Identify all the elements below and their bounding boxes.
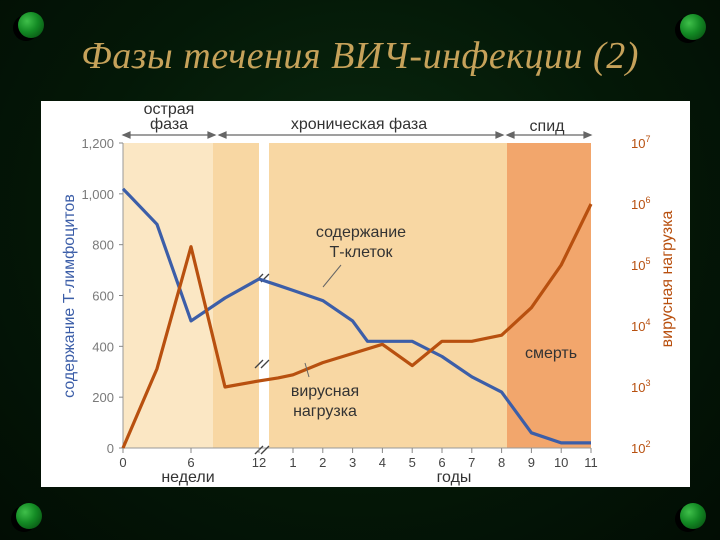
x-tick-label-weeks: 12	[252, 455, 266, 470]
x-tick-label-years: 9	[528, 455, 535, 470]
viral-label-pointer	[304, 362, 310, 378]
band-acute	[123, 143, 213, 448]
series-label-viral-line2: нагрузка	[293, 403, 357, 420]
x-tick-label-years: 4	[379, 455, 386, 470]
y-right-tick-label: 107	[631, 134, 650, 151]
band-acute-late	[213, 143, 259, 448]
y-left-tick-label: 400	[92, 339, 114, 354]
x-tick-label-years: 8	[498, 455, 505, 470]
corner-bullet-bottom-left	[16, 503, 42, 529]
corner-bullet-bottom-right	[680, 503, 706, 529]
series-line-tcell	[121, 187, 591, 445]
annotation-death: смерть	[525, 345, 577, 362]
x-tick-label-years: 1	[289, 455, 296, 470]
x-tick-label-years: 6	[438, 455, 445, 470]
y-right-tick-label: 105	[631, 256, 650, 273]
y-right-label: вирусная нагрузка	[659, 211, 676, 348]
x-tick-label-years: 7	[468, 455, 475, 470]
series-label-tcell-line1: содержание	[316, 224, 406, 241]
x-group-label-weeks: недели	[161, 469, 214, 486]
tcell-label-pointer	[322, 264, 342, 288]
y-left-tick-label: 600	[92, 289, 114, 304]
series-label-tcell-line2: Т-клеток	[329, 244, 393, 261]
phase-label-aids: спид	[530, 118, 566, 135]
x-tick-label-weeks: 6	[187, 455, 194, 470]
chart-svg: острая фаза хроническая фаза спид содерж…	[61, 101, 676, 486]
x-group-label-years: годы	[437, 469, 472, 486]
x-tick-label-years: 2	[319, 455, 326, 470]
phase-label-acute-line1: острая	[144, 101, 195, 118]
y-left-tick-label: 1,200	[81, 136, 114, 151]
phase-brackets	[121, 131, 593, 139]
y-left-tick-label: 1,000	[81, 187, 114, 202]
series-line-viral	[121, 203, 593, 449]
phase-label-acute-line2: фаза	[150, 116, 188, 133]
y-right-tick-label: 103	[631, 378, 650, 395]
x-tick-label-years: 3	[349, 455, 356, 470]
y-left-tick-label: 800	[92, 238, 114, 253]
y-right-tick-label: 106	[631, 195, 650, 212]
band-aids	[507, 143, 591, 448]
corner-bullet-top-left	[18, 12, 44, 38]
x-tick-label-years: 10	[554, 455, 568, 470]
y-left-tick-label: 0	[107, 441, 114, 456]
x-tick-label-years: 5	[409, 455, 416, 470]
x-tick-label-weeks: 0	[119, 455, 126, 470]
series-label-viral-line1: вирусная	[291, 383, 359, 400]
slide-title: Фазы течения ВИЧ-инфекции (2)	[81, 35, 639, 77]
y-right-tick-label: 102	[631, 439, 650, 456]
y-left-tick-label: 200	[92, 390, 114, 405]
y-left-label: содержание Т-лимфоцитов	[61, 194, 78, 398]
phase-label-chronic: хроническая фаза	[291, 116, 427, 133]
x-tick-label-years: 11	[584, 455, 598, 470]
y-right-tick-label: 104	[631, 317, 650, 334]
corner-bullet-top-right	[680, 14, 706, 40]
hiv-phases-chart: острая фаза хроническая фаза спид содерж…	[41, 101, 690, 487]
